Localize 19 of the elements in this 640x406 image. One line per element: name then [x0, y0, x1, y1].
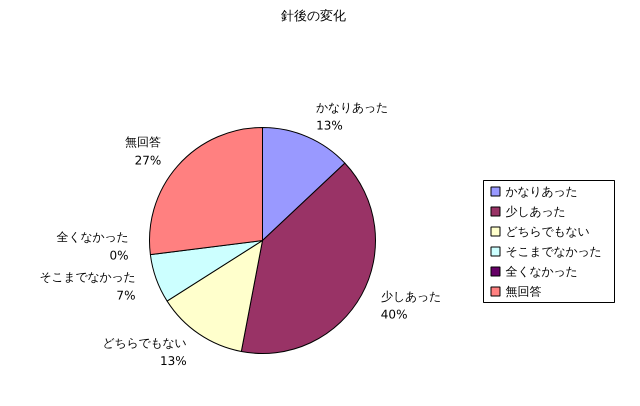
legend-label: そこまでなかった — [506, 244, 602, 258]
legend-label: 全くなかった — [506, 264, 578, 278]
slice-label: どちらでもない — [102, 336, 187, 350]
slice-label: そこまでなかった — [39, 270, 136, 284]
chart-title: 針後の変化 — [281, 8, 346, 24]
slice-label: 無回答 — [125, 135, 162, 150]
data-label: 7% — [116, 288, 136, 302]
data-label: 13% — [316, 118, 343, 133]
legend-label: かなりあった — [506, 184, 578, 198]
data-label: 40% — [380, 308, 408, 322]
data-label: 13% — [160, 354, 187, 368]
slice-label: 少しあった — [380, 289, 441, 304]
text: 0% — [110, 248, 129, 262]
category-label: 全くなかった — [56, 230, 129, 244]
slice-label: かなりあった — [316, 100, 388, 115]
legend-label: どちらでもない — [506, 224, 590, 238]
data-label: 27% — [134, 153, 162, 168]
legend-label: 無回答 — [506, 284, 542, 298]
legend-label: 少しあった — [506, 204, 566, 218]
